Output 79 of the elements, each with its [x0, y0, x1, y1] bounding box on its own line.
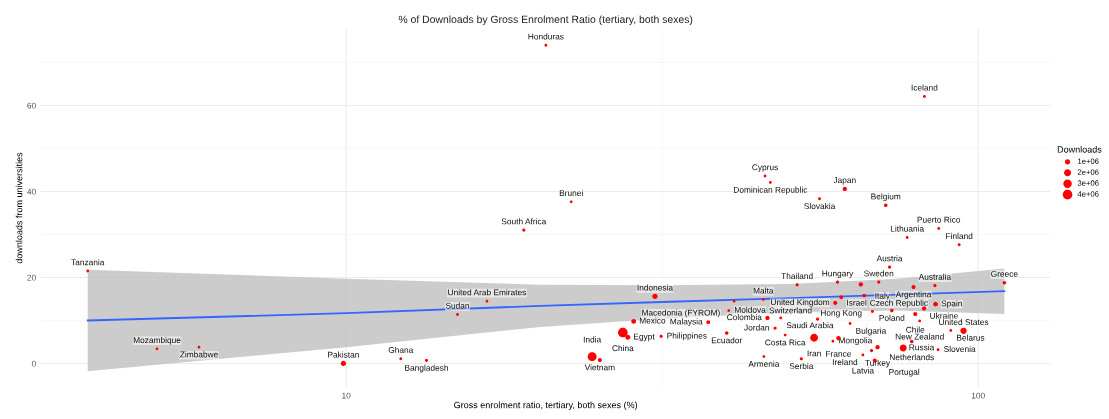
x-tick-label: 10 [342, 392, 351, 399]
annotation: Sudan [445, 302, 469, 309]
annotation: Iceland [911, 84, 938, 91]
annotation: Sweden [864, 270, 894, 277]
annotation: Spain [941, 300, 962, 309]
annotation: Finland [946, 232, 973, 239]
annotation: Bangladesh [405, 364, 448, 373]
annotation: Colombia [727, 314, 762, 321]
y-axis-title: downloads from universities [15, 152, 23, 264]
annotation: Belgium [871, 193, 901, 202]
annotation: Netherlands [889, 354, 934, 361]
y-tick-label: 40 [27, 188, 36, 195]
annotation: Chile [906, 326, 925, 333]
annotation: Zimbabwe [180, 351, 218, 358]
annotation: Mongolia [839, 337, 873, 346]
annotation: Poland [879, 314, 905, 321]
annotation: Australia [918, 273, 952, 280]
annotation: Malaysia [670, 318, 703, 327]
annotation: Switzerland [769, 307, 812, 314]
annotation: Macedonia (FYROM) [642, 309, 720, 318]
annotation: Puerto Rico [917, 216, 961, 223]
annotation: Thailand [781, 272, 813, 279]
legend-title: Downloads [1057, 146, 1102, 153]
annotation: Serbia [789, 362, 814, 370]
annotation: Dominican Republic [734, 186, 808, 195]
annotation: Ghana [388, 346, 414, 353]
annotation: Moldova [734, 306, 766, 313]
annotation: Belarus [957, 334, 985, 341]
annotation: Mozambique [133, 336, 181, 345]
annotation: Pakistan [328, 351, 359, 358]
annotation: Portugal [889, 368, 920, 377]
annotation: China [612, 345, 634, 352]
annotation: Brunei [559, 189, 583, 196]
annotation: Bulgaria [856, 327, 887, 336]
annotation: Italy [875, 292, 890, 301]
annotation: Costa Rica [765, 339, 806, 346]
annotation: Mexico [639, 317, 666, 324]
y-tick-label: 60 [27, 102, 36, 109]
annotation: Argentina [895, 291, 932, 299]
annotation: Czech Republic [870, 299, 928, 308]
annotation: Hong Kong [821, 310, 862, 318]
annotation: Indonesia [637, 284, 674, 291]
annotation: Austria [876, 255, 903, 262]
annotation: Malta [753, 287, 774, 294]
annotation: South Africa [501, 218, 547, 225]
annotation: Slovakia [804, 202, 836, 210]
annotation: Israel [847, 299, 867, 306]
annotation: India [583, 336, 602, 343]
annotation: United Arab Emirates [448, 289, 527, 296]
annotation: Slovenia [944, 345, 976, 352]
annotation: Tanzania [71, 259, 105, 266]
annotation: Latvia [852, 367, 875, 374]
annotation: New Zealand [895, 333, 944, 340]
annotation: Cyprus [752, 164, 778, 172]
annotation: United States [939, 318, 989, 325]
annotation: Japan [833, 177, 856, 185]
annotation: Jordan [744, 324, 769, 331]
annotation: Honduras [528, 33, 564, 40]
annotation: Saudi Arabia [786, 322, 834, 329]
annotation: Ukraine [930, 312, 958, 319]
annotation: Lithuania [890, 225, 925, 232]
x-axis-title: Gross enrolment ratio, tertiary, both sexes (%) [454, 401, 638, 411]
annotation: Turkey [865, 359, 891, 368]
annotation: Philippines [667, 332, 707, 341]
annotation: United Kingdom [771, 298, 830, 307]
annotation: Armenia [748, 360, 780, 367]
chart-title: % of Downloads by Gross Enrolment Ratio (tertiary, both sexes) [398, 15, 693, 26]
annotation: Egypt [634, 333, 655, 342]
annotation: Greece [991, 270, 1018, 277]
annotation: France [826, 350, 852, 357]
annotation: Vietnam [584, 364, 615, 371]
annotation: Iran [807, 350, 821, 357]
annotation: Ecuador [711, 337, 743, 344]
y-tick-label: 20 [27, 274, 36, 281]
annotation: Hungary [822, 270, 854, 279]
y-tick-label: 0 [31, 360, 36, 367]
annotation: Ireland [832, 358, 858, 366]
x-tick-label: 100 [971, 392, 985, 399]
annotation: Russia [909, 344, 935, 351]
